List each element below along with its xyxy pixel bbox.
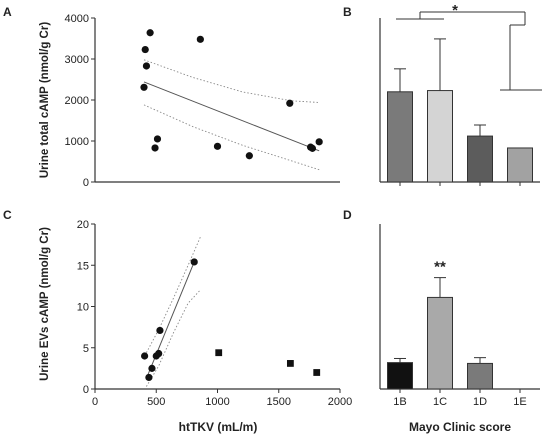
regression-line [143, 81, 320, 152]
panel-letter-a: A [3, 5, 12, 19]
y-tick-label: 10 [77, 302, 89, 314]
x-tick-label: 2000 [328, 396, 352, 408]
bar [467, 135, 493, 183]
y-tick-label: 4000 [65, 13, 89, 25]
x-tick-label: 1E [513, 396, 526, 408]
y-tick-label: 3000 [65, 54, 89, 66]
bar [387, 91, 413, 183]
bar [427, 90, 453, 183]
data-point [155, 349, 163, 358]
ylabel-c: Urine EVs cAMP (nmol/g Cr) [39, 227, 51, 381]
ci-lower-curve [146, 289, 201, 387]
panel-letter-c: C [3, 208, 12, 222]
data-point [286, 99, 294, 107]
panel-b-bars: * [379, 2, 542, 186]
data-point [141, 352, 149, 360]
panel-letter-b: B [343, 5, 352, 19]
data-point [153, 135, 162, 143]
panel-letter-d: D [343, 208, 352, 222]
data-point [141, 45, 149, 54]
ci-upper-curve [146, 237, 201, 353]
data-point-square [313, 369, 321, 376]
x-tick-label: 0 [92, 396, 98, 408]
y-tick-label: 2000 [65, 95, 89, 107]
ci-lower-curve [143, 104, 320, 171]
xlabel-c: htTKV (mL/m) [179, 420, 258, 434]
significance-stars: ** [434, 259, 446, 276]
panel-c-scatter: 0 5 10 15 20 0 500 1000 1500 2000 [77, 219, 352, 408]
panel-d-bars: 1B 1C 1D 1E ** [379, 224, 540, 408]
bar [467, 362, 493, 390]
y-tick-label: 1000 [65, 136, 89, 148]
x-tick-label: 1C [433, 396, 447, 408]
data-point [190, 258, 198, 266]
data-point [213, 142, 222, 150]
significance-star: * [452, 2, 458, 19]
data-point-square [286, 360, 294, 367]
ylabel-a: Urine total cAMP (nmol/g Cr) [39, 22, 51, 178]
data-point [140, 83, 148, 91]
panel-a-scatter: 0 1000 2000 3000 4000 [65, 13, 340, 189]
data-point [151, 144, 159, 152]
bar [387, 362, 413, 390]
x-tick-label: 1000 [205, 396, 229, 408]
data-point [196, 35, 204, 43]
bar [507, 147, 533, 183]
data-point [148, 364, 156, 372]
bar [427, 296, 453, 390]
data-point [315, 138, 323, 146]
regression-line [145, 261, 195, 379]
data-point [146, 29, 154, 37]
y-tick-label: 0 [83, 384, 89, 396]
x-tick-label: 500 [147, 396, 165, 408]
data-point [145, 373, 153, 382]
x-tick-label: 1B [393, 396, 406, 408]
data-point [308, 144, 317, 152]
x-tick-label: 1D [473, 396, 487, 408]
data-point-square [215, 349, 223, 357]
data-point [156, 326, 164, 335]
data-point [245, 152, 253, 160]
y-tick-label: 15 [77, 260, 89, 272]
ci-upper-curve [143, 59, 320, 103]
y-tick-label: 5 [83, 343, 89, 355]
y-tick-label: 20 [77, 219, 89, 231]
x-tick-label: 1500 [267, 396, 291, 408]
y-tick-label: 0 [83, 177, 89, 189]
data-point [142, 62, 151, 70]
xlabel-d: Mayo Clinic score [409, 420, 511, 434]
